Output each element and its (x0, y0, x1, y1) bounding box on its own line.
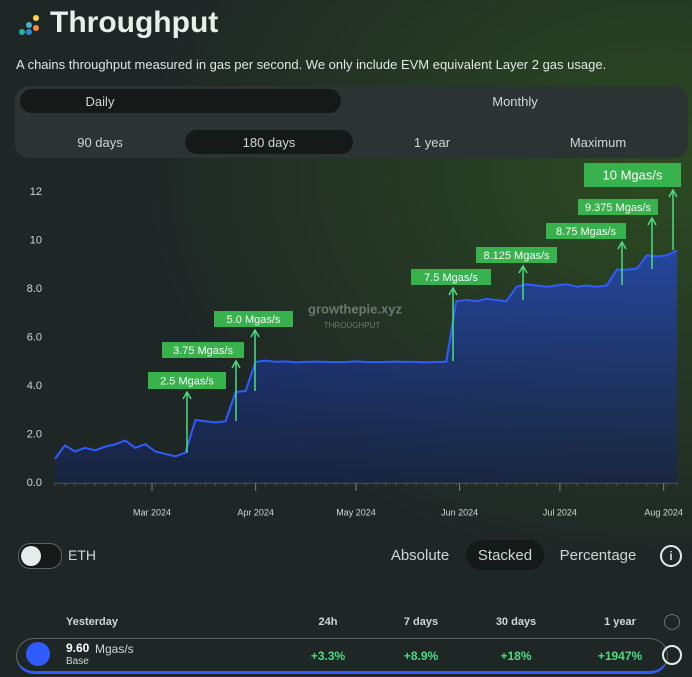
tab[interactable]: 1 year (413, 135, 451, 150)
logo-icon (19, 15, 39, 35)
y-tick-label: 6.0 (27, 332, 42, 344)
y-tick-label: 2.0 (27, 428, 42, 440)
annotation-label: 3.75 Mgas/s (173, 345, 233, 357)
annotation-arrowhead (617, 240, 627, 250)
annotation-box (584, 163, 681, 187)
annotation-box (578, 199, 658, 215)
annotation-label: 7.5 Mgas/s (424, 272, 478, 284)
toggle[interactable] (18, 543, 62, 569)
annotation-label: 2.5 Mgas/s (160, 375, 214, 387)
annotation-box (162, 342, 244, 358)
column-header: 1 year (604, 616, 636, 628)
row-change: +18% (500, 649, 532, 663)
toggle-label: ETH (68, 547, 96, 563)
tab-active-bg (20, 89, 341, 113)
annotation-arrowhead (647, 216, 657, 226)
tab[interactable]: Daily (85, 94, 115, 109)
annotation-arrowhead (518, 264, 528, 274)
row-change: +1947% (597, 649, 643, 663)
column-header: 7 days (403, 616, 439, 628)
subtitle: A chains throughput measured in gas per … (16, 57, 607, 72)
column-header: Yesterday (66, 616, 118, 628)
annotation-box (411, 269, 491, 285)
y-tick-label: 10 (30, 235, 42, 247)
tab[interactable]: Monthly (492, 94, 538, 109)
y-tick-label: 12 (30, 186, 42, 198)
y-tick-label: 0.0 (27, 477, 42, 489)
row-name: Base (66, 656, 89, 667)
annotation-arrowhead (448, 286, 458, 296)
mode-button[interactable]: Percentage (559, 547, 637, 564)
annotation-box (476, 247, 557, 263)
mode-button[interactable]: Stacked (477, 547, 533, 564)
annotation-label: 8.125 Mgas/s (483, 250, 550, 262)
row-change: +3.3% (310, 649, 346, 663)
column-header: 24h (318, 616, 338, 628)
annotation-arrowhead (250, 328, 260, 338)
chain-icon (26, 642, 50, 666)
area (55, 250, 677, 483)
x-tick-label: Jul 2024 (543, 507, 577, 517)
x-tick-label: Mar 2024 (133, 507, 171, 517)
x-tick-label: Jun 2024 (441, 507, 478, 517)
tab[interactable]: 90 days (77, 135, 123, 150)
y-tick-label: 4.0 (27, 380, 42, 392)
mode-button[interactable]: Absolute (390, 547, 450, 564)
annotation-label: 5.0 Mgas/s (227, 314, 281, 326)
chart: 0.0 2.0 4.0 6.0 8.0 10 12 Mar 2024 Apr 2024 May 2… (27, 163, 683, 517)
y-tick-label: 8.0 (27, 283, 42, 295)
tab[interactable]: Maximum (569, 135, 627, 150)
annotation-box (214, 311, 293, 327)
line (54, 249, 678, 460)
row-unit: Mgas/s (95, 642, 134, 656)
info-icon[interactable]: i (660, 545, 682, 567)
x-tick-label: May 2024 (336, 507, 376, 517)
tab[interactable]: 180 days (242, 135, 296, 150)
tab-active-bg (185, 130, 353, 154)
annotation-box (546, 223, 626, 239)
annotation-label: 10 Mgas/s (603, 167, 663, 182)
check-icon[interactable] (662, 645, 682, 665)
x-tick-label: Aug 2024 (644, 507, 683, 517)
annotation-arrowhead (668, 188, 678, 198)
row-value: 9.60 (66, 641, 90, 655)
mode-active-bg (466, 540, 544, 570)
column-header: 30 days (495, 616, 537, 628)
annotation-arrowhead (231, 359, 241, 369)
annotation-arrowhead (182, 390, 192, 400)
page-title: Throughput (50, 6, 219, 39)
watermark: growthepie.xyz (308, 301, 402, 316)
watermark: THROUGHPUT (324, 321, 381, 330)
annotation-label: 8.75 Mgas/s (556, 226, 616, 238)
annotation-box (148, 372, 226, 389)
annotation-label: 9.375 Mgas/s (585, 202, 652, 214)
x-tick-label: Apr 2024 (237, 507, 274, 517)
check-icon (664, 614, 680, 630)
row-change: +8.9% (403, 649, 439, 663)
